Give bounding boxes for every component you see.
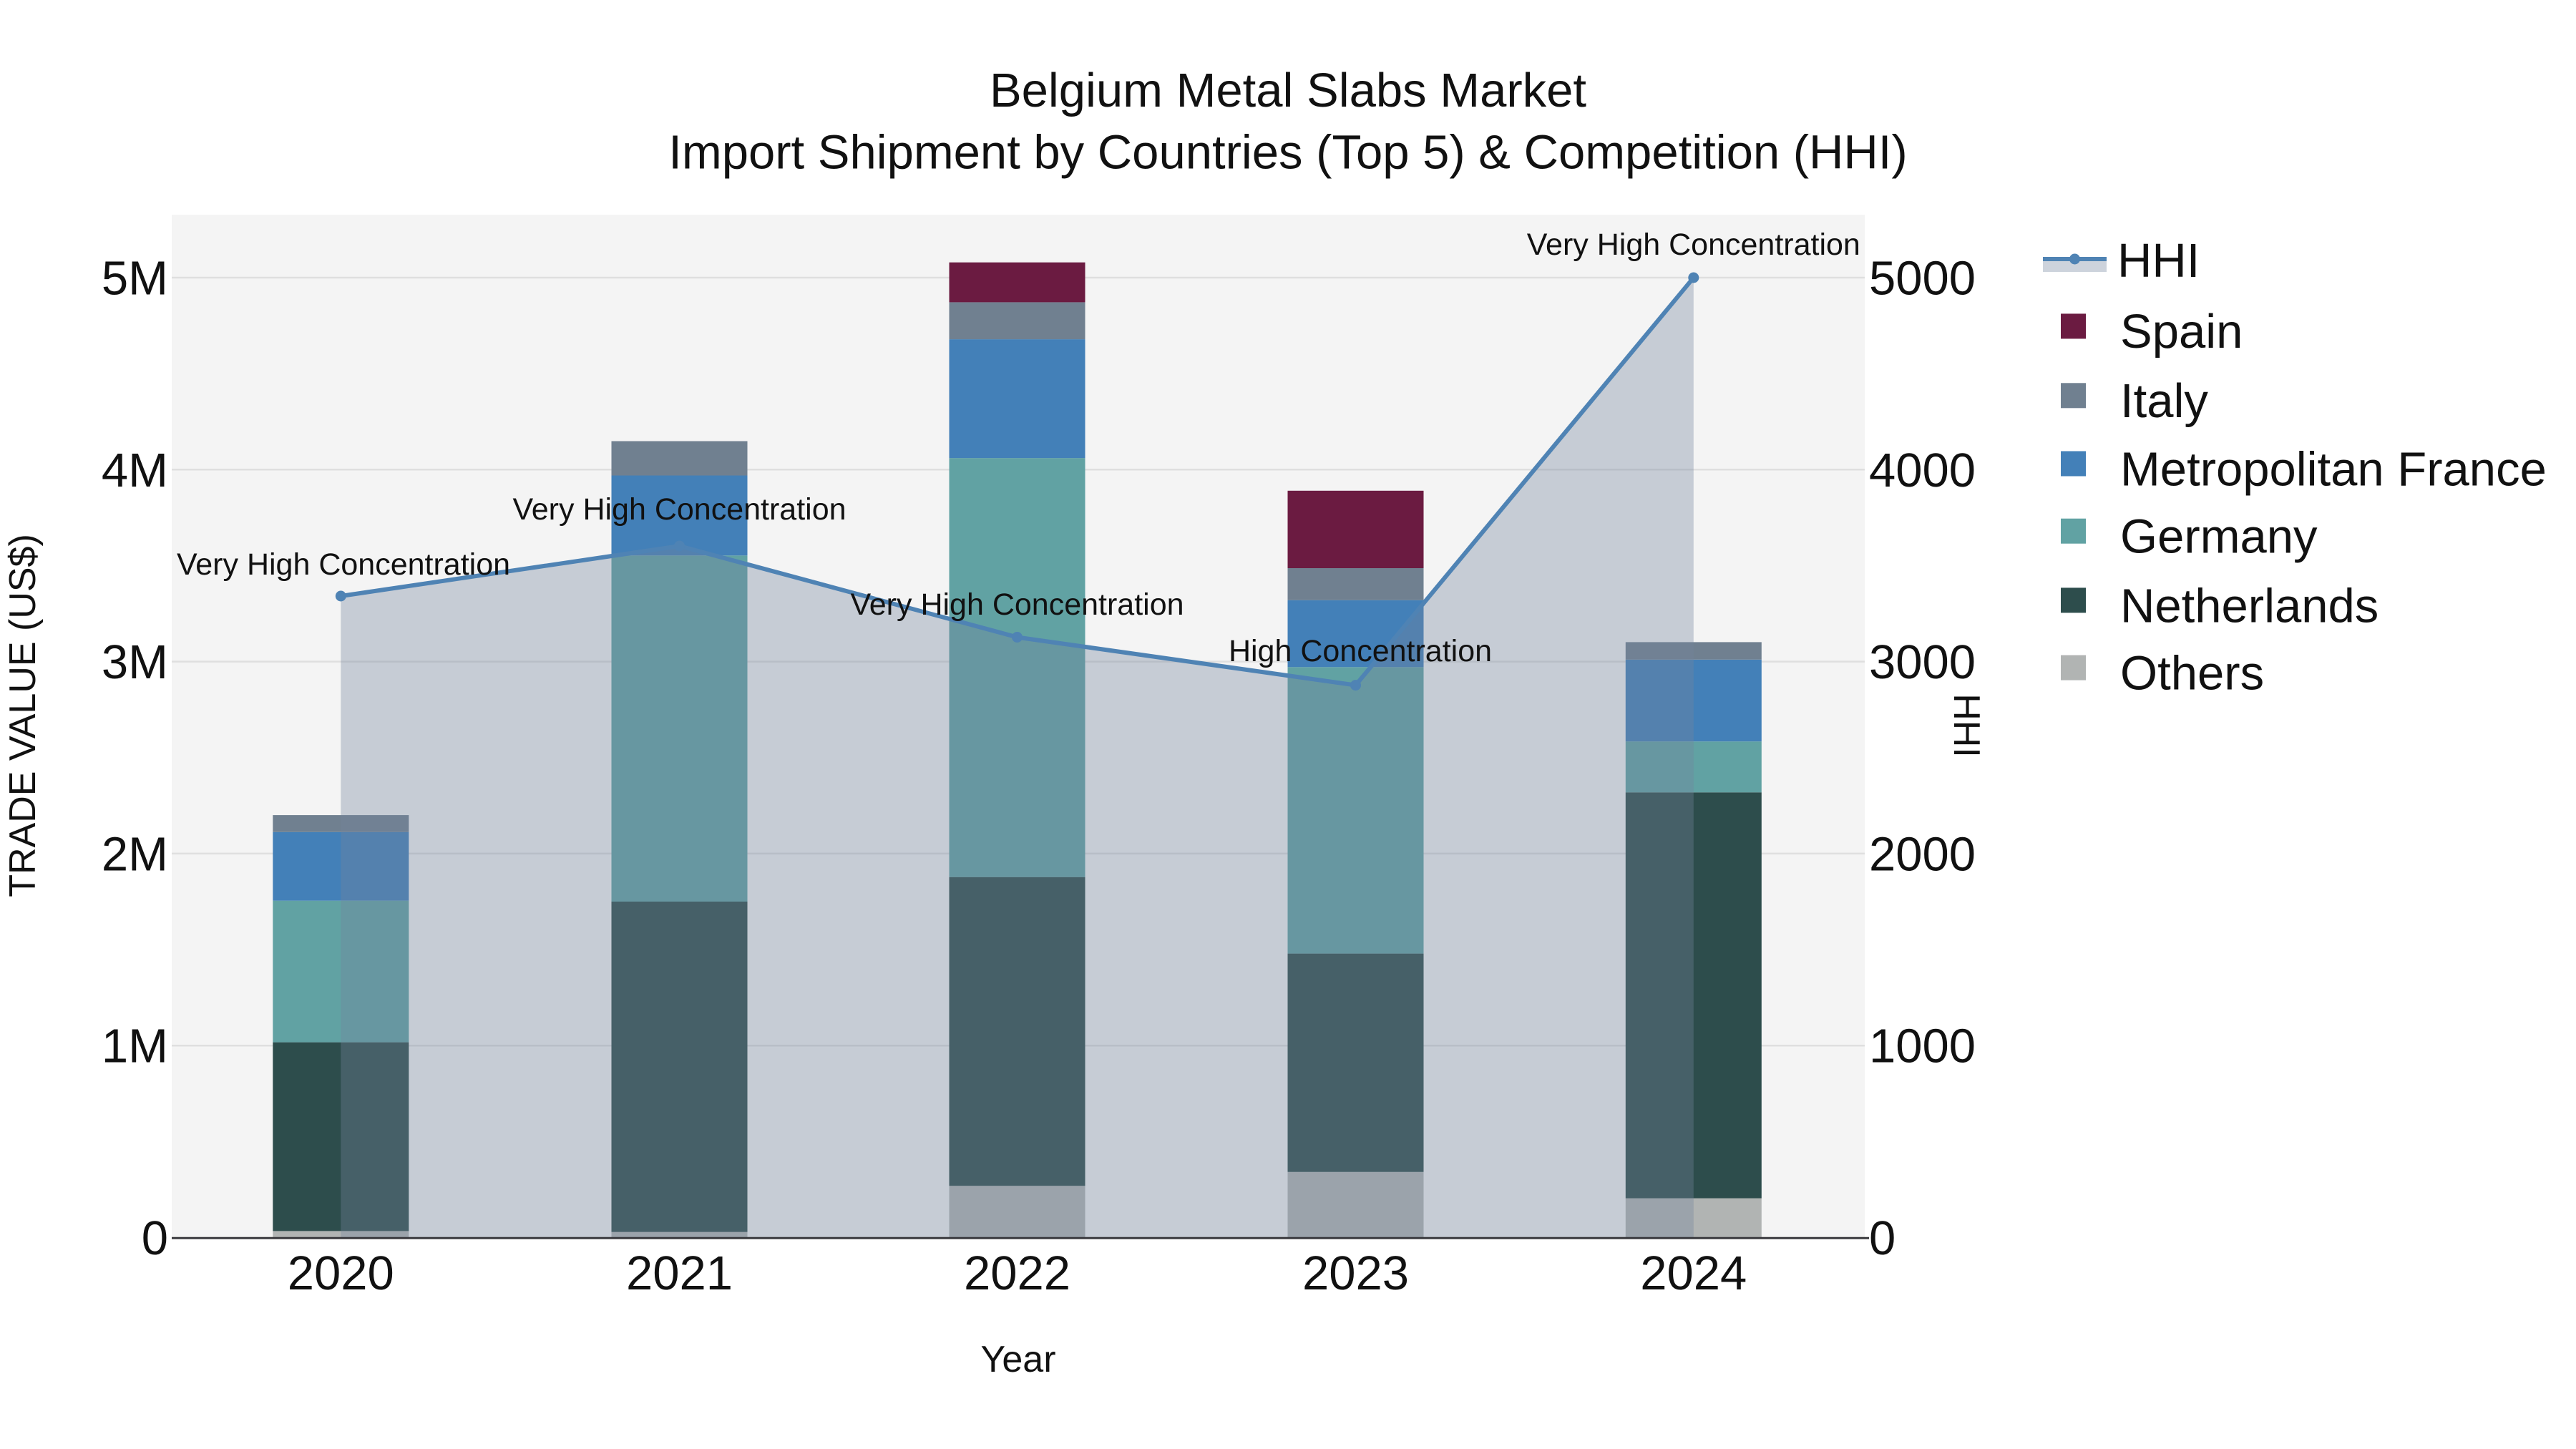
svg-text:4M: 4M: [102, 444, 168, 497]
svg-text:HHI: HHI: [2117, 234, 2200, 288]
svg-text:Others: Others: [2120, 647, 2264, 701]
svg-text:1M: 1M: [102, 1020, 168, 1073]
svg-text:2000: 2000: [1869, 827, 1976, 881]
svg-text:Spain: Spain: [2120, 305, 2243, 358]
svg-text:0: 0: [142, 1211, 168, 1265]
svg-text:Very High Concentration: Very High Concentration: [512, 492, 846, 527]
svg-text:0: 0: [1869, 1211, 1896, 1265]
svg-text:Metropolitan France: Metropolitan France: [2120, 443, 2547, 497]
svg-text:5M: 5M: [102, 252, 168, 306]
svg-text:3M: 3M: [102, 635, 168, 689]
svg-text:2023: 2023: [1302, 1246, 1409, 1300]
svg-text:Year: Year: [980, 1339, 1055, 1380]
svg-text:Netherlands: Netherlands: [2120, 580, 2379, 633]
svg-text:Very High Concentration: Very High Concentration: [1527, 228, 1860, 262]
svg-text:Import Shipment by Countries (: Import Shipment by Countries (Top 5) & C…: [668, 126, 1907, 180]
svg-text:TRADE VALUE (US$): TRADE VALUE (US$): [2, 534, 44, 897]
svg-text:High Concentration: High Concentration: [1229, 634, 1492, 668]
svg-text:2022: 2022: [964, 1246, 1070, 1300]
svg-text:3000: 3000: [1869, 635, 1976, 689]
svg-text:2024: 2024: [1640, 1246, 1747, 1300]
svg-text:Belgium Metal Slabs Market: Belgium Metal Slabs Market: [990, 64, 1586, 117]
svg-text:2021: 2021: [626, 1246, 733, 1300]
svg-text:5000: 5000: [1869, 252, 1976, 306]
svg-text:HHI: HHI: [1946, 693, 1987, 758]
svg-text:4000: 4000: [1869, 444, 1976, 497]
svg-text:Germany: Germany: [2120, 510, 2318, 564]
svg-text:Very High Concentration: Very High Concentration: [177, 547, 510, 582]
svg-text:2020: 2020: [288, 1246, 394, 1300]
svg-text:Italy: Italy: [2120, 374, 2208, 428]
svg-text:Very High Concentration: Very High Concentration: [850, 587, 1184, 622]
svg-text:2M: 2M: [102, 827, 168, 881]
svg-text:1000: 1000: [1869, 1020, 1976, 1073]
